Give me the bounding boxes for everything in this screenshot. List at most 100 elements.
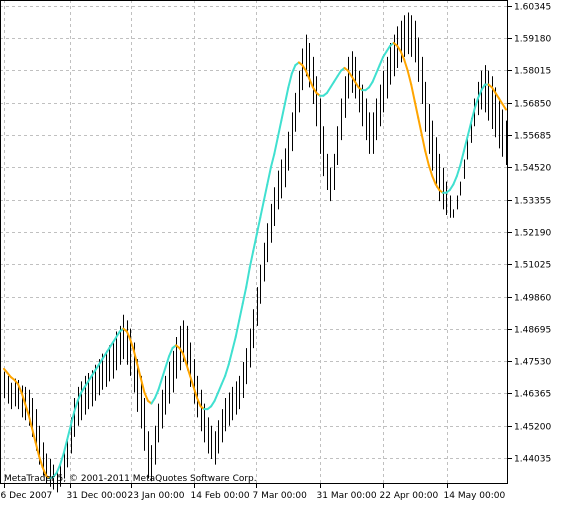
y-tick-label: 1.51025 — [514, 261, 551, 271]
ma-segment — [136, 363, 142, 380]
ma-segment — [27, 413, 34, 430]
ma-segment — [55, 463, 62, 474]
y-tick-label: 1.58015 — [514, 67, 551, 77]
ma-segment — [497, 97, 504, 106]
ma-segment — [164, 355, 170, 369]
ma-segment — [234, 319, 241, 338]
ma-segment — [62, 438, 69, 455]
ma-segment — [403, 58, 409, 72]
ma-segment — [266, 166, 272, 186]
ma-segment — [410, 83, 416, 103]
ma-segment — [185, 363, 192, 377]
ma-segment — [424, 150, 430, 167]
ma-segment — [290, 64, 297, 75]
ma-segment — [31, 427, 37, 444]
ma-segment — [227, 349, 234, 366]
x-tick-label: 31 Mar 00:00 — [317, 491, 377, 501]
ma-segment — [301, 64, 307, 72]
ma-segment — [434, 183, 441, 191]
ma-segment — [304, 69, 311, 81]
ma-segment — [259, 200, 265, 219]
ma-segment — [371, 72, 378, 83]
ma-segment — [245, 266, 251, 289]
ma-segment — [111, 335, 118, 344]
ma-segment — [476, 89, 483, 100]
ma-segment — [375, 64, 381, 75]
ma-segment — [143, 391, 149, 402]
ma-segment — [269, 152, 276, 169]
ma-segment — [129, 338, 135, 352]
ma-segment — [220, 374, 227, 386]
ma-segment — [308, 78, 314, 89]
ma-segment — [90, 369, 97, 377]
y-tick-label: 1.59180 — [514, 35, 551, 45]
ma-segment — [490, 86, 497, 94]
y-tick-label: 1.52190 — [514, 229, 551, 239]
ma-segment — [396, 44, 402, 53]
ma-segment — [248, 250, 255, 269]
ma-segment — [94, 363, 100, 372]
y-tick-label: 1.60345 — [514, 3, 551, 13]
ma-segment — [167, 347, 174, 358]
ma-segment — [73, 399, 79, 413]
ma-segment — [350, 75, 357, 83]
ma-segment — [255, 216, 262, 236]
ma-segment — [417, 116, 423, 136]
ma-segment — [420, 133, 427, 153]
ma-segment — [153, 388, 160, 400]
y-tick-label: 1.54520 — [514, 164, 551, 174]
ma-segment — [59, 452, 65, 466]
ma-segment — [182, 352, 188, 366]
ma-segment — [231, 335, 237, 352]
ma-segment — [217, 383, 223, 394]
ma-segment — [280, 103, 286, 122]
ma-segment — [462, 136, 469, 153]
ma-segment — [38, 455, 44, 469]
ma-segment — [480, 83, 486, 92]
ma-segment — [178, 347, 185, 355]
ma-segment — [452, 175, 458, 186]
ma-segment — [108, 341, 114, 350]
ma-segment — [378, 55, 385, 67]
ma-segment — [427, 164, 434, 178]
ma-segment — [262, 183, 269, 203]
ma-segment — [311, 86, 318, 94]
ma-segment — [150, 397, 156, 405]
ma-segment — [101, 352, 107, 361]
ma-segment — [139, 377, 146, 394]
ma-segment — [385, 44, 392, 53]
ma-segment — [213, 391, 220, 402]
ma-segment — [368, 80, 374, 89]
y-tick-label: 1.49860 — [514, 294, 551, 304]
ma-segment — [34, 441, 41, 458]
x-tick-label: 23 Jan 00:00 — [128, 491, 185, 501]
ma-segment — [382, 50, 388, 58]
ma-segment — [466, 122, 472, 139]
ma-segment — [104, 347, 111, 355]
ma-segment — [132, 349, 139, 366]
ma-segment — [329, 80, 335, 89]
x-tick-label: 22 Apr 00:00 — [380, 491, 439, 501]
ma-segment — [83, 380, 90, 388]
y-tick-label: 1.44035 — [514, 455, 551, 465]
ma-segment — [273, 136, 279, 155]
ma-segment — [17, 383, 23, 394]
ma-segment — [455, 164, 462, 178]
ma-segment — [196, 397, 202, 408]
ma-segment — [325, 86, 332, 94]
y-tick-label: 1.55685 — [514, 132, 551, 142]
ma-segment — [501, 103, 507, 111]
moving-average — [3, 41, 507, 480]
ma-segment — [336, 69, 343, 78]
ma-segment — [252, 233, 258, 253]
y-tick-label: 1.56850 — [514, 100, 551, 110]
ma-segment — [241, 286, 248, 305]
ma-segment — [406, 69, 413, 86]
ma-segment — [87, 374, 93, 383]
x-tick-label: 14 May 00:00 — [444, 491, 506, 501]
ma-segment — [24, 402, 30, 416]
ma-segment — [157, 377, 163, 391]
x-tick-label: 14 Feb 00:00 — [191, 491, 250, 501]
